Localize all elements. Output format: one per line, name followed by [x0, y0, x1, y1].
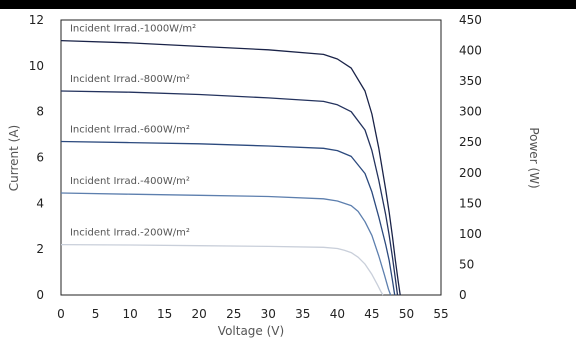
curve-label: Incident Irrad.-600W/m² — [70, 124, 190, 135]
y2-tick-label: 350 — [459, 74, 482, 88]
iv-curve-line — [60, 39, 401, 296]
iv-curve-line — [60, 192, 392, 296]
y2-tick-label: 300 — [459, 105, 482, 119]
y2-tick-label: 100 — [459, 227, 482, 241]
iv-curve-line — [60, 243, 384, 296]
x-tick-label: 50 — [399, 307, 414, 321]
x-tick-label: 10 — [122, 307, 137, 321]
y-tick-label: 8 — [36, 105, 44, 119]
y2-tick-label: 0 — [459, 288, 467, 302]
y-tick-label: 2 — [36, 242, 44, 256]
y-tick-label: 6 — [36, 151, 44, 165]
curve-label: Incident Irrad.-400W/m² — [70, 176, 190, 187]
y-axis-ticks: 0 2 4 6 8 10 12 — [29, 13, 44, 302]
y-tick-label: 10 — [29, 59, 44, 73]
x-tick-label: 20 — [192, 307, 207, 321]
top-border-bar — [0, 0, 576, 9]
x-tick-label: 40 — [330, 307, 345, 321]
y2-axis-ticks: 0 50 100 150 200 250 300 350 400 450 — [459, 13, 482, 302]
curve-label: Incident Irrad.-800W/m² — [70, 74, 190, 85]
x-tick-label: 25 — [226, 307, 241, 321]
y2-tick-label: 400 — [459, 44, 482, 58]
plot-area-frame — [60, 19, 442, 296]
y-tick-label: 4 — [36, 196, 44, 210]
iv-curve-line — [60, 140, 396, 296]
y2-tick-label: 50 — [459, 257, 474, 271]
y-axis-label: Current (A) — [7, 125, 21, 191]
y2-tick-label: 200 — [459, 166, 482, 180]
curve-label: Incident Irrad.-200W/m² — [70, 228, 190, 239]
y2-tick-label: 250 — [459, 135, 482, 149]
x-tick-label: 15 — [157, 307, 172, 321]
x-axis-ticks: 0 5 10 15 20 25 30 35 40 45 50 55 — [57, 307, 448, 321]
x-tick-label: 45 — [364, 307, 379, 321]
curve-label: Incident Irrad.-1000W/m² — [70, 24, 196, 35]
y2-tick-label: 450 — [459, 13, 482, 27]
x-tick-label: 35 — [295, 307, 310, 321]
y2-axis-label: Power (W) — [527, 127, 541, 188]
iv-curve-line — [60, 90, 399, 296]
y-tick-label: 12 — [29, 13, 44, 27]
x-tick-label: 55 — [433, 307, 448, 321]
y-tick-label: 0 — [36, 288, 44, 302]
x-tick-label: 5 — [92, 307, 100, 321]
x-axis-label: Voltage (V) — [218, 324, 284, 338]
x-tick-label: 30 — [261, 307, 276, 321]
y2-tick-label: 150 — [459, 196, 482, 210]
x-tick-label: 0 — [57, 307, 65, 321]
curves-group: Incident Irrad.-1000W/m² Incident Irrad.-… — [60, 24, 401, 296]
